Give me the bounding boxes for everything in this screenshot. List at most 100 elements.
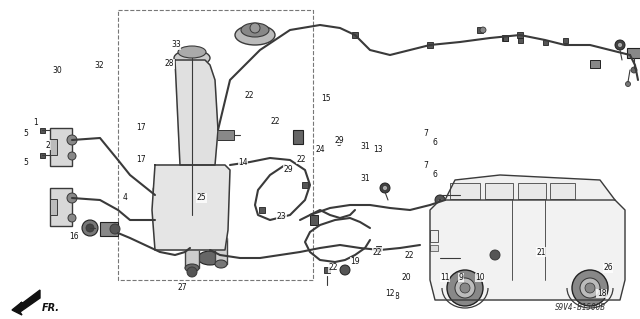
Bar: [50, 188, 72, 226]
Ellipse shape: [241, 23, 269, 37]
Circle shape: [435, 257, 445, 267]
Bar: [430, 230, 438, 242]
Bar: [50, 139, 56, 155]
Text: 7: 7: [423, 130, 428, 138]
Bar: [502, 35, 508, 41]
Text: 8: 8: [394, 292, 399, 301]
Text: 7: 7: [423, 161, 428, 170]
Circle shape: [435, 195, 445, 205]
Bar: [477, 27, 483, 33]
Circle shape: [618, 42, 623, 48]
Text: 30: 30: [52, 66, 63, 75]
Circle shape: [580, 278, 600, 298]
Bar: [50, 128, 72, 166]
Circle shape: [585, 283, 595, 293]
Text: 5: 5: [23, 158, 28, 167]
Ellipse shape: [215, 234, 227, 242]
Text: 29: 29: [283, 165, 293, 174]
Circle shape: [82, 220, 98, 236]
Circle shape: [490, 250, 500, 260]
Bar: [517, 32, 523, 38]
Bar: [352, 32, 358, 38]
Bar: [376, 246, 381, 250]
Ellipse shape: [235, 25, 275, 45]
Circle shape: [631, 67, 637, 73]
Bar: [450, 183, 480, 199]
Circle shape: [67, 135, 77, 145]
Ellipse shape: [185, 264, 199, 272]
Text: 24: 24: [315, 145, 325, 154]
Bar: [449, 259, 454, 264]
Text: 22: 22: [373, 248, 382, 256]
Bar: [310, 215, 318, 225]
Circle shape: [153, 213, 167, 227]
Text: 25: 25: [196, 193, 207, 202]
Bar: [449, 197, 454, 203]
Bar: [40, 152, 45, 158]
Text: 1: 1: [33, 118, 38, 127]
Text: 22: 22: [296, 155, 305, 164]
Bar: [100, 222, 118, 236]
Circle shape: [447, 270, 483, 306]
Bar: [590, 60, 600, 68]
Bar: [324, 267, 330, 273]
Circle shape: [86, 224, 94, 232]
Text: 11: 11: [440, 273, 449, 282]
Text: 3: 3: [337, 139, 342, 148]
Circle shape: [67, 193, 77, 203]
Text: 2: 2: [45, 141, 51, 150]
Circle shape: [380, 183, 390, 193]
Text: 27: 27: [177, 283, 188, 292]
Circle shape: [153, 183, 167, 197]
Bar: [427, 42, 433, 48]
Bar: [550, 183, 575, 199]
Text: 21: 21: [536, 248, 545, 256]
Text: FR.: FR.: [42, 303, 60, 313]
Circle shape: [460, 283, 470, 293]
Bar: [50, 199, 56, 215]
Bar: [216, 130, 234, 140]
Circle shape: [250, 23, 260, 33]
Circle shape: [625, 81, 630, 86]
Text: 9: 9: [458, 273, 463, 282]
Polygon shape: [445, 175, 615, 200]
Text: 17: 17: [136, 155, 146, 164]
Ellipse shape: [174, 50, 210, 66]
Bar: [215, 238, 227, 264]
Ellipse shape: [198, 251, 222, 265]
Text: 6: 6: [433, 138, 438, 147]
Circle shape: [187, 267, 197, 277]
Text: 29: 29: [334, 136, 344, 145]
Text: 13: 13: [372, 145, 383, 154]
Bar: [293, 130, 303, 144]
Ellipse shape: [185, 236, 199, 244]
Text: 6: 6: [433, 170, 438, 179]
Text: 12: 12: [386, 289, 395, 298]
Bar: [40, 128, 45, 132]
Bar: [502, 35, 508, 41]
Text: 16: 16: [68, 232, 79, 241]
Text: 14: 14: [238, 158, 248, 167]
Text: 19: 19: [350, 257, 360, 266]
Bar: [518, 183, 546, 199]
Circle shape: [110, 224, 120, 234]
Circle shape: [340, 265, 350, 275]
Circle shape: [480, 27, 486, 33]
Bar: [259, 207, 265, 213]
Polygon shape: [12, 290, 40, 315]
Text: 22: 22: [271, 117, 280, 126]
Bar: [118, 10, 313, 280]
Text: 4: 4: [122, 193, 127, 202]
Text: 20: 20: [401, 273, 412, 282]
Bar: [563, 38, 568, 42]
Text: 18: 18: [597, 289, 606, 298]
Text: 23: 23: [276, 212, 287, 221]
Text: 22: 22: [405, 251, 414, 260]
Polygon shape: [175, 60, 218, 165]
Circle shape: [615, 40, 625, 50]
Text: 10: 10: [475, 273, 485, 282]
Bar: [185, 240, 199, 268]
Text: 5: 5: [23, 130, 28, 138]
Bar: [430, 245, 438, 251]
Text: 33: 33: [171, 40, 181, 49]
